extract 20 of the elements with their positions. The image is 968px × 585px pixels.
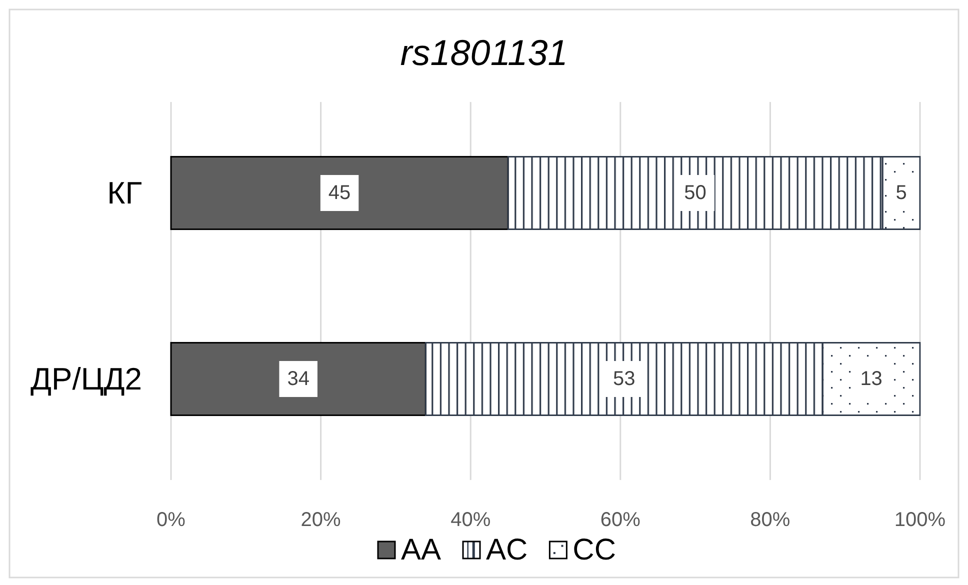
- legend-label: AC: [486, 534, 528, 566]
- data-label: 13: [860, 368, 882, 390]
- x-tick-label: 60%: [600, 509, 641, 531]
- chart-title: rs1801131: [400, 32, 568, 73]
- data-label: 34: [287, 368, 310, 390]
- x-tick-label: 20%: [300, 509, 342, 531]
- data-label: 45: [328, 182, 351, 204]
- legend-label: CC: [572, 534, 616, 566]
- y-tick-label: ДР/ЦД2: [30, 362, 142, 396]
- x-tick-label: 80%: [750, 509, 790, 531]
- data-label: 50: [684, 182, 706, 204]
- y-tick-label: КГ: [107, 176, 142, 210]
- legend-label: AA: [400, 534, 442, 566]
- x-tick-label: 0%: [156, 509, 186, 531]
- data-label: 5: [896, 182, 907, 204]
- x-tick-label: 40%: [450, 509, 491, 531]
- data-label: 53: [613, 368, 636, 390]
- bar: [170, 156, 509, 230]
- x-tick-label: 100%: [894, 509, 946, 531]
- bar: [170, 342, 426, 416]
